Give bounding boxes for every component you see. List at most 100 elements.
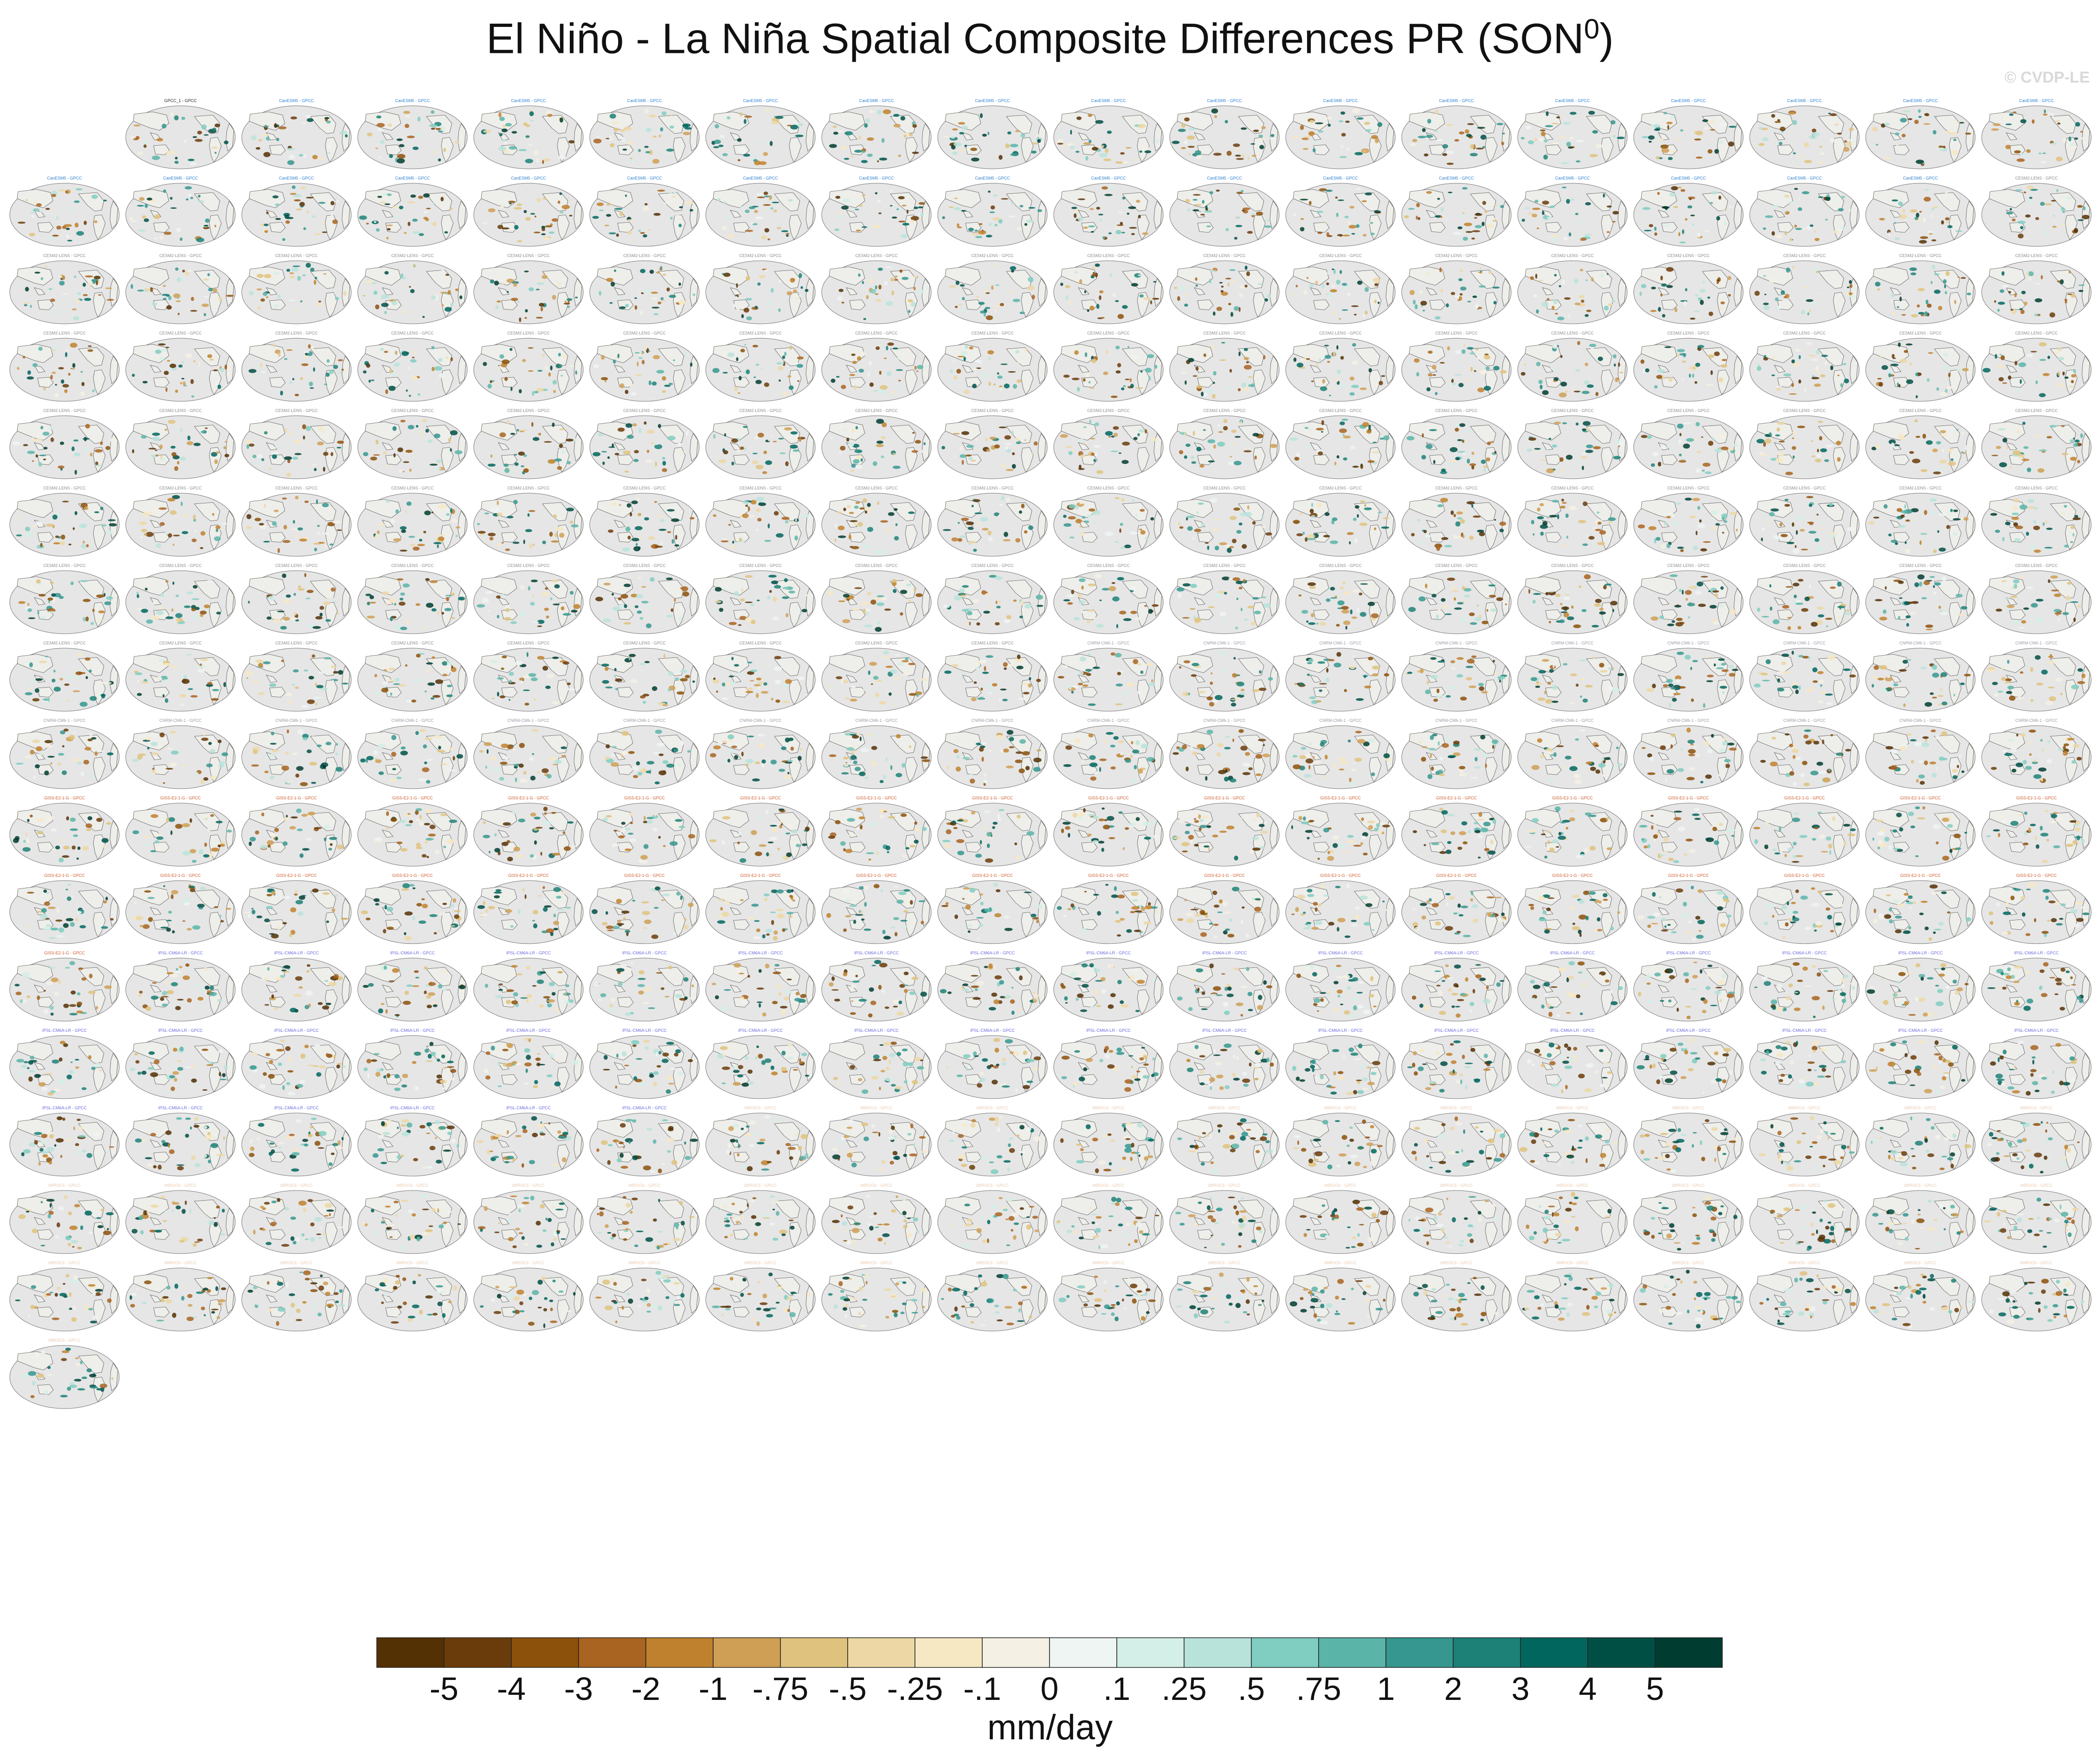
anomaly-patch (1140, 370, 1143, 373)
anomaly-patch (1125, 379, 1130, 380)
continent-outline (1849, 200, 1858, 229)
anomaly-patch (1673, 206, 1678, 208)
anomaly-patch (651, 297, 657, 300)
anomaly-patch (985, 307, 991, 309)
anomaly-patch (1983, 368, 1991, 373)
anomaly-patch (1131, 233, 1135, 235)
continent-outline (1777, 222, 1794, 233)
continent-outline (325, 137, 338, 163)
anomaly-patch (2026, 149, 2031, 153)
anomaly-patch (367, 601, 370, 605)
anomaly-patch (1213, 311, 1216, 316)
anomaly-patch (318, 202, 326, 204)
anomaly-patch (1332, 310, 1336, 315)
anomaly-patch (1728, 126, 1737, 128)
anomaly-patch (261, 371, 266, 373)
anomaly-patch (982, 134, 987, 137)
anomaly-patch (1089, 208, 1094, 210)
anomaly-patch (1584, 233, 1592, 236)
anomaly-patch (1460, 286, 1467, 291)
anomaly-patch (1245, 512, 1252, 517)
anomaly-patch (983, 313, 986, 317)
anomaly-patch (779, 380, 781, 382)
anomaly-patch (152, 155, 160, 160)
anomaly-patch (719, 608, 723, 612)
anomaly-patch (1809, 354, 1816, 357)
anomaly-patch (1138, 215, 1141, 219)
anomaly-patch (995, 284, 999, 286)
anomaly-patch (455, 288, 459, 291)
anomaly-patch (619, 129, 625, 133)
anomaly-patch (1327, 292, 1333, 298)
anomaly-patch (1534, 199, 1539, 203)
anomaly-patch (542, 354, 545, 357)
anomaly-patch (2058, 347, 2061, 351)
anomaly-patch (95, 449, 103, 453)
anomaly-patch (863, 318, 866, 320)
anomaly-patch (712, 368, 720, 373)
continent-outline (1269, 355, 1278, 384)
continent-outline (34, 287, 45, 296)
anomaly-patch (1254, 373, 1260, 378)
anomaly-patch (444, 608, 452, 611)
anomaly-patch (1455, 428, 1459, 432)
anomaly-patch (902, 205, 907, 206)
anomaly-patch (1015, 130, 1020, 132)
anomaly-patch (381, 294, 389, 299)
anomaly-patch (1246, 361, 1249, 363)
anomaly-patch (410, 359, 417, 363)
anomaly-patch (953, 375, 958, 380)
anomaly-patch (653, 212, 661, 216)
anomaly-patch (560, 374, 563, 377)
anomaly-patch (510, 621, 517, 624)
anomaly-patch (1475, 225, 1482, 228)
anomaly-patch (183, 381, 186, 386)
anomaly-patch (1205, 205, 1208, 210)
model-map-panel: CESM2-LENS - GPCC (818, 330, 934, 404)
anomaly-patch (434, 366, 442, 371)
anomaly-patch (1667, 125, 1669, 130)
anomaly-patch (1242, 207, 1250, 210)
anomaly-patch (896, 208, 899, 211)
anomaly-patch (1678, 187, 1682, 189)
anomaly-patch (303, 435, 305, 440)
anomaly-patch (1441, 288, 1443, 293)
anomaly-patch (1771, 374, 1775, 376)
anomaly-patch (507, 291, 509, 293)
anomaly-patch (1103, 371, 1108, 375)
continent-outline (846, 210, 857, 218)
anomaly-patch (797, 380, 799, 382)
anomaly-patch (1467, 347, 1474, 350)
anomaly-patch (520, 585, 525, 590)
anomaly-patch (1923, 218, 1926, 222)
anomaly-patch (272, 454, 277, 459)
anomaly-patch (47, 380, 50, 386)
anomaly-patch (1927, 231, 1933, 233)
anomaly-patch (313, 367, 316, 372)
anomaly-patch (1364, 504, 1366, 507)
anomaly-patch (1934, 290, 1941, 294)
model-map-panel: CESM2-LENS - GPCC (1398, 252, 1514, 327)
anomaly-patch (414, 363, 417, 368)
anomaly-patch (399, 470, 404, 473)
anomaly-patch (1005, 446, 1008, 450)
anomaly-patch (769, 590, 772, 593)
anomaly-patch (264, 230, 268, 233)
panel-title: CESM2-LENS - GPCC (1087, 486, 1130, 490)
anomaly-patch (2071, 374, 2076, 378)
anomaly-patch (1666, 267, 1674, 272)
anomaly-patch (430, 580, 438, 583)
anomaly-patch (1360, 500, 1365, 503)
continent-outline (194, 347, 220, 367)
anomaly-patch (501, 129, 508, 133)
anomaly-patch (169, 510, 177, 515)
anomaly-patch (592, 216, 599, 219)
anomaly-patch (1939, 460, 1947, 464)
anomaly-patch (1953, 509, 1958, 512)
anomaly-patch (837, 511, 842, 514)
model-map-panel: CanESM5 - GPCC (1630, 97, 1746, 172)
anomaly-patch (1592, 130, 1598, 134)
panel-title: CESM2-LENS - GPCC (1435, 486, 1478, 490)
anomaly-patch (957, 223, 960, 227)
anomaly-patch (795, 298, 800, 300)
